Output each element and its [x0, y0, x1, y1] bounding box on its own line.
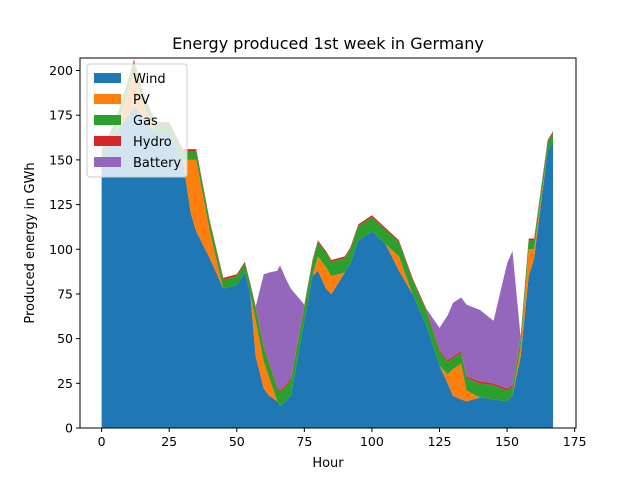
y-tick-label: 100: [49, 242, 73, 257]
y-tick-label: 150: [49, 152, 73, 167]
legend-swatch-wind: [94, 73, 121, 83]
x-tick-label: 50: [229, 434, 245, 449]
legend-swatch-gas: [94, 115, 121, 125]
x-tick-label: 100: [360, 434, 384, 449]
x-axis-ticks: 0 25 50 75 100 125 150 175: [98, 428, 587, 449]
y-tick-label: 50: [57, 331, 73, 346]
y-axis-ticks: 0 25 50 75 100 125 150 175 200: [49, 63, 80, 436]
x-tick-label: 0: [98, 434, 106, 449]
x-tick-label: 175: [563, 434, 587, 449]
legend: Wind PV Gas Hydro Battery: [86, 63, 188, 178]
legend-swatch-battery: [94, 157, 121, 167]
legend-label-wind: Wind: [133, 72, 166, 87]
x-tick-label: 25: [161, 434, 177, 449]
x-axis-label: Hour: [312, 456, 344, 471]
series-area-battery: [101, 59, 554, 391]
y-axis-label: Produced energy in GWh: [23, 162, 38, 323]
y-tick-label: 175: [49, 108, 73, 123]
x-tick-label: 75: [296, 434, 312, 449]
legend-label-gas: Gas: [133, 114, 158, 129]
y-tick-label: 75: [57, 286, 73, 301]
x-tick-label: 125: [428, 434, 452, 449]
legend-swatch-pv: [94, 94, 121, 104]
x-tick-label: 150: [495, 434, 519, 449]
legend-swatch-hydro: [94, 136, 121, 146]
series-area-wind: [101, 106, 554, 429]
legend-label-hydro: Hydro: [133, 135, 172, 150]
legend-box: [86, 63, 188, 178]
y-tick-label: 0: [65, 421, 73, 436]
y-tick-label: 125: [49, 197, 73, 212]
legend-label-battery: Battery: [133, 156, 181, 171]
stacked-areas: [101, 59, 554, 429]
legend-label-pv: PV: [133, 93, 150, 108]
y-tick-label: 25: [57, 376, 73, 391]
chart-title: Energy produced 1st week in Germany: [172, 34, 484, 53]
y-tick-label: 200: [49, 63, 73, 78]
plot-frame: [79, 57, 577, 429]
